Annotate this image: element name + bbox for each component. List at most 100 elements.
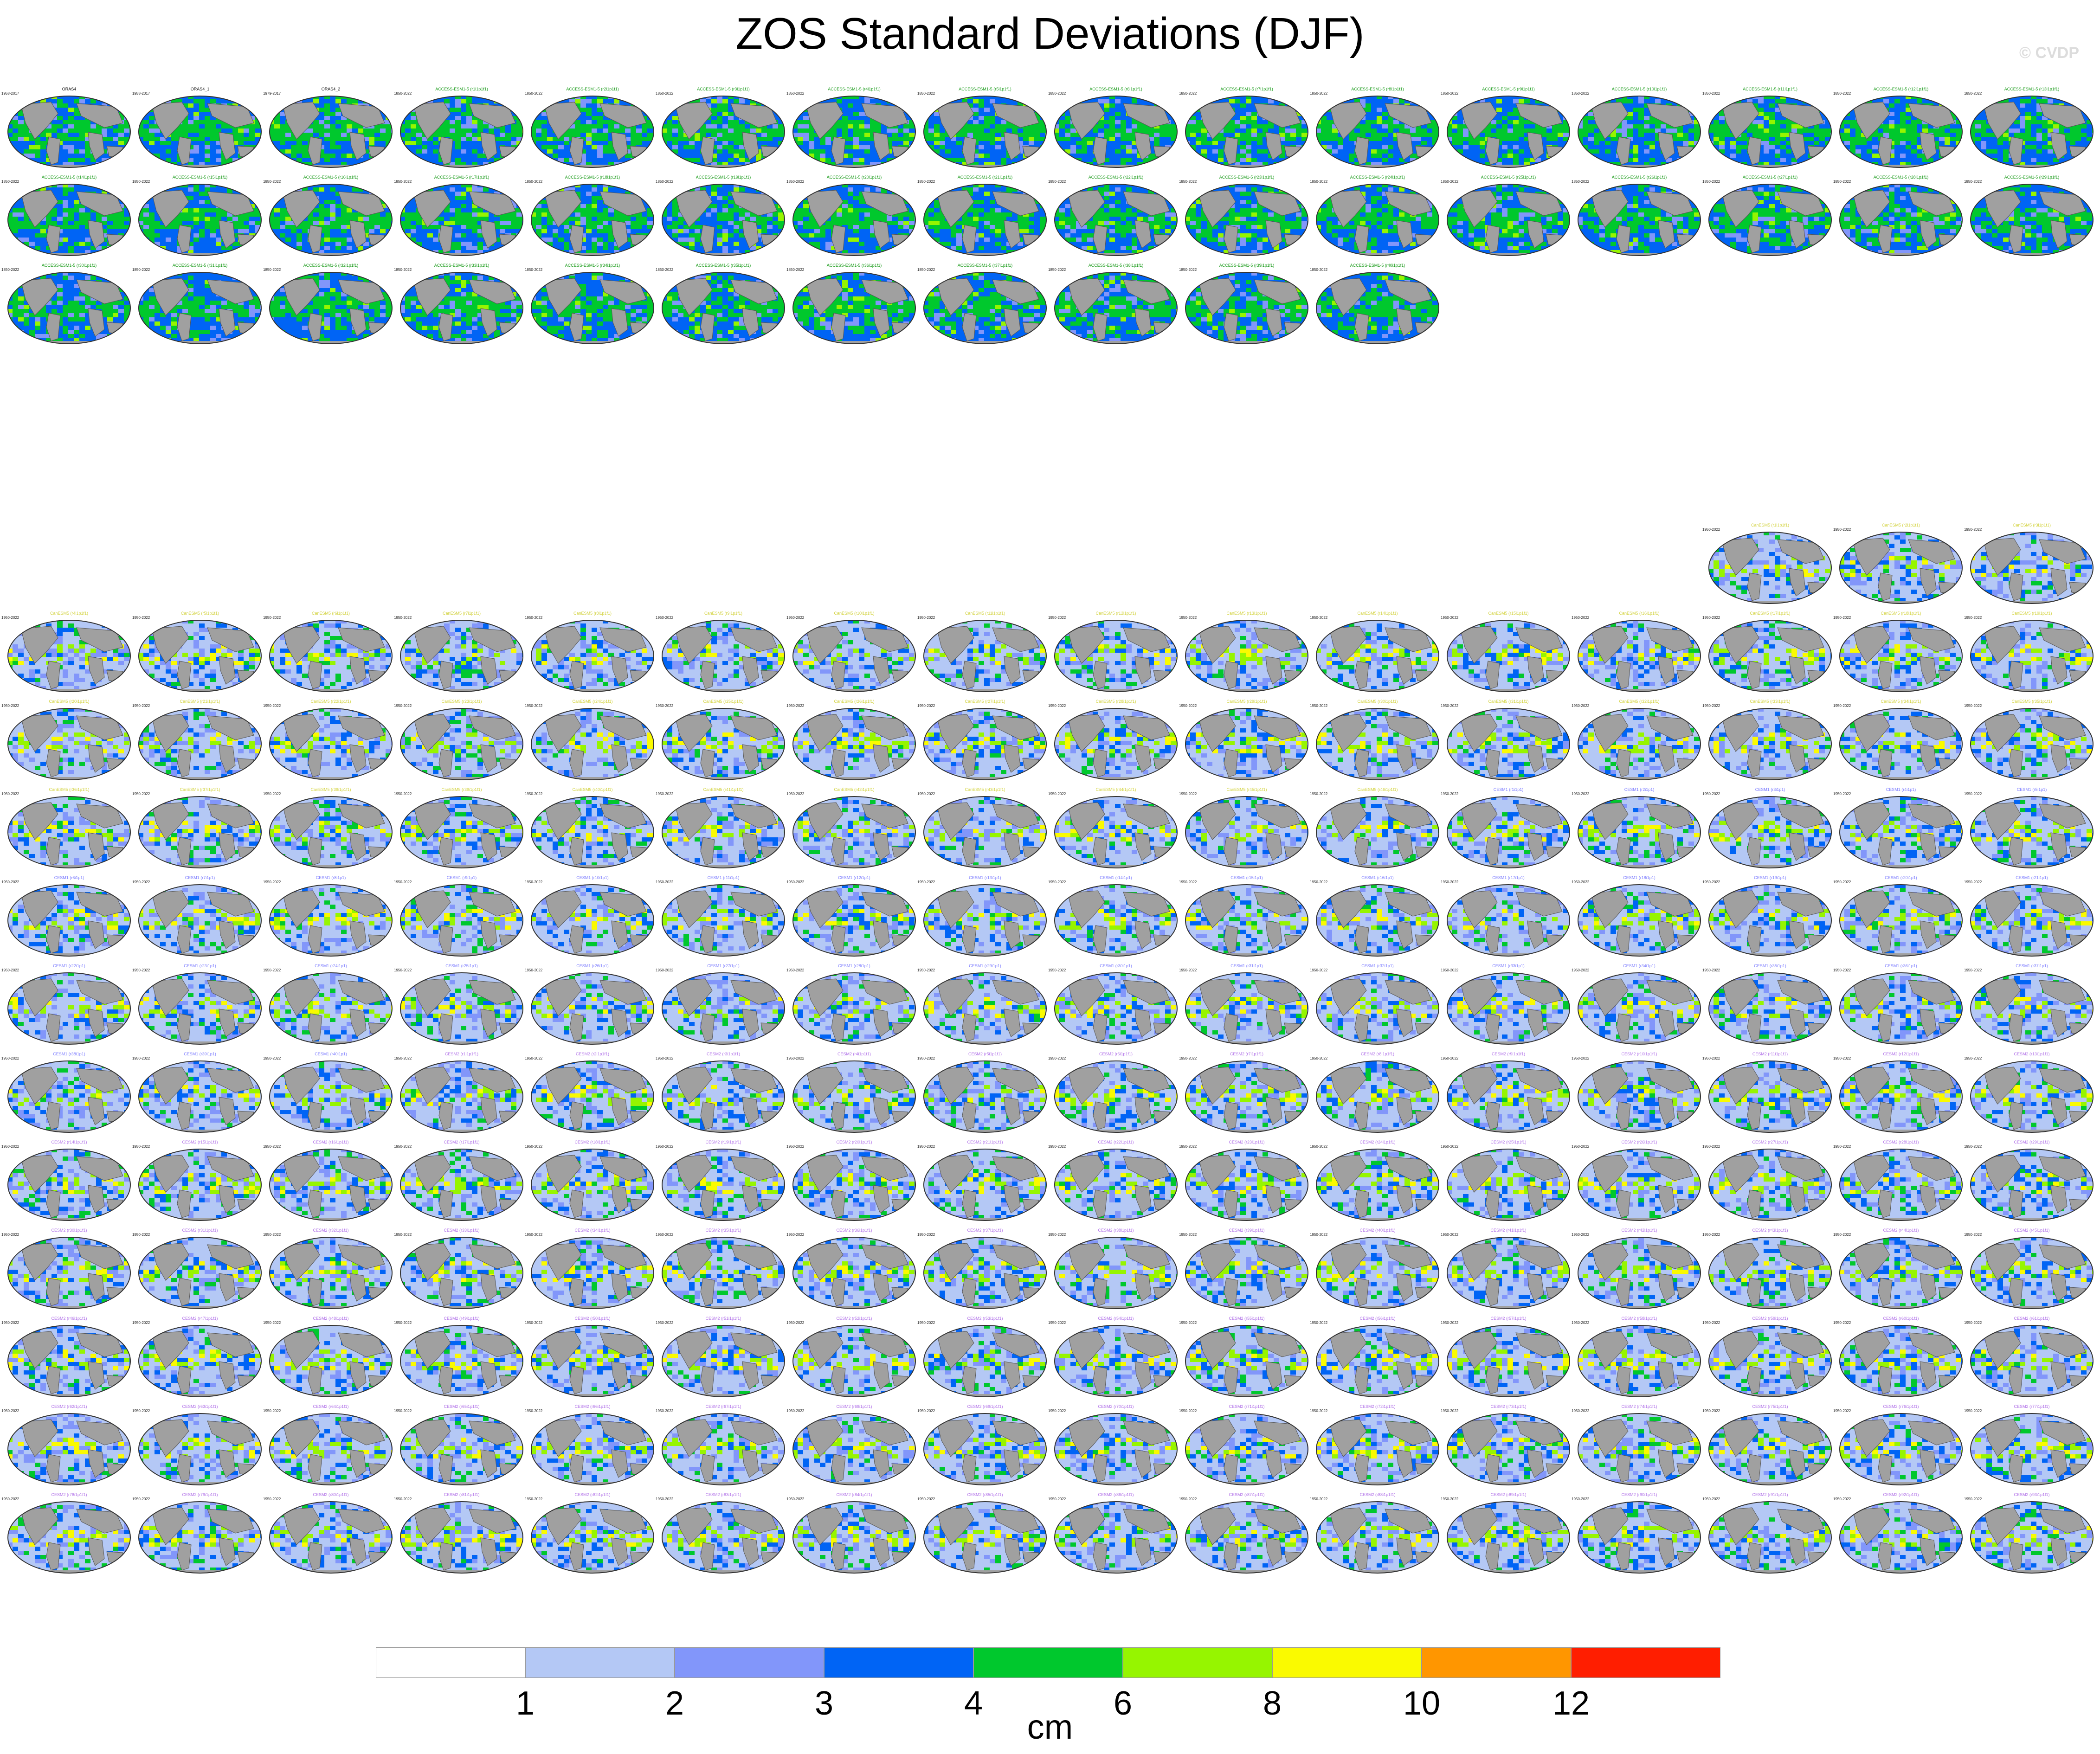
panel-title: CESM2 (r35i1p1f1): [661, 1228, 786, 1233]
map-panel: CESM2 (r59i1p1f1) 1950-2022: [1708, 1316, 1832, 1398]
map-panel: CanESM5 (r31i1p1f1) 1950-2022: [1446, 699, 1571, 781]
panel-title: CESM2 (r50i1p1f1): [530, 1316, 655, 1321]
map-plot: [661, 95, 786, 168]
map-panel: CanESM5 (r32i1p1f1) 1950-2022: [1577, 699, 1701, 781]
panel-title: CanESM5 (r36i1p1f1): [7, 787, 131, 792]
map-panel: CESM2 (r14i1p1f1) 1950-2022: [7, 1140, 131, 1221]
map-panel: CESM2 (r46i1p1f1) 1950-2022: [7, 1316, 131, 1398]
map-panel: CanESM5 (r22i1p1f1) 1950-2022: [269, 699, 393, 781]
map-plot: [138, 884, 262, 957]
map-panel: CESM2 (r54i1p1f1) 1950-2022: [1054, 1316, 1178, 1398]
map-plot: [138, 95, 262, 168]
map-plot: [1054, 796, 1178, 869]
map-plot: [792, 796, 916, 869]
map-panel: CESM1 (r25i1p1) 1950-2022: [399, 964, 524, 1045]
map-panel: ACCESS-ESM1-5 (r11i1p1f1) 1850-2022: [1708, 87, 1832, 168]
map-panel: CESM1 (r20i1p1) 1950-2022: [1839, 875, 1963, 957]
panel-title: CanESM5 (r37i1p1f1): [138, 787, 262, 792]
map-panel: CESM1 (r35i1p1) 1950-2022: [1708, 964, 1832, 1045]
map-plot: [1970, 972, 2094, 1045]
map-plot: [1577, 1060, 1701, 1133]
map-plot: [923, 619, 1047, 693]
panel-title: ACCESS-ESM1-5 (r35i1p1f1): [661, 263, 786, 268]
map-plot: [1577, 972, 1701, 1045]
map-panel: CESM2 (r29i1p1f1) 1950-2022: [1970, 1140, 2094, 1221]
panel-title: CESM2 (r72i1p1f1): [1315, 1404, 1440, 1409]
map-panel: CESM2 (r91i1p1f1) 1950-2022: [1708, 1492, 1832, 1574]
map-panel: CESM1 (r6i1p1) 1950-2022: [7, 875, 131, 957]
panel-title: CanESM5 (r11i1p1f1): [923, 611, 1047, 616]
map-plot: [530, 183, 655, 257]
panel-title: CESM2 (r15i1p1f1): [138, 1140, 262, 1144]
colorbar-segment: [525, 1647, 675, 1678]
map-plot: [1708, 972, 1832, 1045]
map-plot: [269, 884, 393, 957]
panel-title: ORAS4_1: [138, 87, 262, 91]
map-plot: [530, 1501, 655, 1574]
map-panel: ACCESS-ESM1-5 (r22i1p1f1) 1850-2022: [1054, 175, 1178, 257]
map-plot: [530, 1236, 655, 1310]
map-plot: [7, 183, 131, 257]
map-panel: ACCESS-ESM1-5 (r25i1p1f1) 1850-2022: [1446, 175, 1571, 257]
map-plot: [269, 1501, 393, 1574]
panel-title: CESM2 (r20i1p1f1): [792, 1140, 916, 1144]
map-panel: CESM2 (r11i1p1f1) 1950-2022: [1708, 1052, 1832, 1133]
map-plot: [269, 1236, 393, 1310]
map-plot: [1446, 95, 1571, 168]
map-plot: [1054, 884, 1178, 957]
panel-title: ACCESS-ESM1-5 (r30i1p1f1): [7, 263, 131, 268]
panel-title: CESM2 (r44i1p1f1): [1839, 1228, 1963, 1233]
map-panel: CESM2 (r57i1p1f1) 1950-2022: [1446, 1316, 1571, 1398]
map-plot: [1315, 1413, 1440, 1486]
map-plot: [1315, 1060, 1440, 1133]
panel-title: CESM1 (r15i1p1): [1185, 875, 1309, 880]
map-panel: CESM2 (r16i1p1f1) 1950-2022: [269, 1140, 393, 1221]
map-plot: [138, 1060, 262, 1133]
map-panel: CanESM5 (r37i1p1f1) 1950-2022: [138, 787, 262, 869]
panel-title: ACCESS-ESM1-5 (r34i1p1f1): [530, 263, 655, 268]
panel-title: CESM1 (r22i1p1): [7, 964, 131, 968]
map-panel: CESM2 (r63i1p1f1) 1950-2022: [138, 1404, 262, 1486]
map-panel: CanESM5 (r19i1p1f1) 1950-2022: [1970, 611, 2094, 693]
map-plot: [138, 1501, 262, 1574]
map-panel: CESM2 (r8i1p1f1) 1950-2022: [1315, 1052, 1440, 1133]
panel-title: CESM1 (r8i1p1): [269, 875, 393, 880]
map-plot: [138, 619, 262, 693]
colorbar-segment: [1422, 1647, 1571, 1678]
panel-title: CESM1 (r34i1p1): [1577, 964, 1701, 968]
panel-title: CESM2 (r5i1p1f1): [923, 1052, 1047, 1056]
panel-title: CESM2 (r23i1p1f1): [1185, 1140, 1309, 1144]
colorbar-segment: [1571, 1647, 1720, 1678]
map-plot: [1185, 619, 1309, 693]
panel-title: CESM1 (r18i1p1): [1577, 875, 1701, 880]
map-plot: [138, 1236, 262, 1310]
panel-title: CESM1 (r11i1p1): [661, 875, 786, 880]
map-panel: CESM2 (r44i1p1f1) 1950-2022: [1839, 1228, 1963, 1310]
map-panel: CESM2 (r41i1p1f1) 1950-2022: [1446, 1228, 1571, 1310]
map-panel: CESM2 (r47i1p1f1) 1950-2022: [138, 1316, 262, 1398]
panel-title: ACCESS-ESM1-5 (r15i1p1f1): [138, 175, 262, 180]
map-plot: [661, 1501, 786, 1574]
map-plot: [923, 95, 1047, 168]
panel-title: CESM2 (r64i1p1f1): [269, 1404, 393, 1409]
panel-title: CESM2 (r61i1p1f1): [1970, 1316, 2094, 1321]
panel-title: CESM2 (r6i1p1f1): [1054, 1052, 1178, 1056]
panel-title: CESM2 (r10i1p1f1): [1577, 1052, 1701, 1056]
map-plot: [399, 95, 524, 168]
map-plot: [1839, 972, 1963, 1045]
map-plot: [1970, 1413, 2094, 1486]
map-plot: [792, 1236, 916, 1310]
map-panel: CESM2 (r15i1p1f1) 1950-2022: [138, 1140, 262, 1221]
map-panel: CESM1 (r15i1p1) 1950-2022: [1185, 875, 1309, 957]
map-plot: [399, 1148, 524, 1221]
panel-title: CESM1 (r27i1p1): [661, 964, 786, 968]
panel-title: CanESM5 (r35i1p1f1): [1970, 699, 2094, 704]
panel-title: CESM2 (r81i1p1f1): [399, 1492, 524, 1497]
panel-title: CESM2 (r8i1p1f1): [1315, 1052, 1440, 1056]
map-panel: CESM1 (r1i1p1) 1950-2022: [1446, 787, 1571, 869]
map-plot: [1970, 707, 2094, 781]
map-panel: CESM2 (r42i1p1f1) 1950-2022: [1577, 1228, 1701, 1310]
map-panel: CESM2 (r5i1p1f1) 1950-2022: [923, 1052, 1047, 1133]
map-panel: CESM2 (r31i1p1f1) 1950-2022: [138, 1228, 262, 1310]
panel-title: CanESM5 (r15i1p1f1): [1446, 611, 1571, 616]
